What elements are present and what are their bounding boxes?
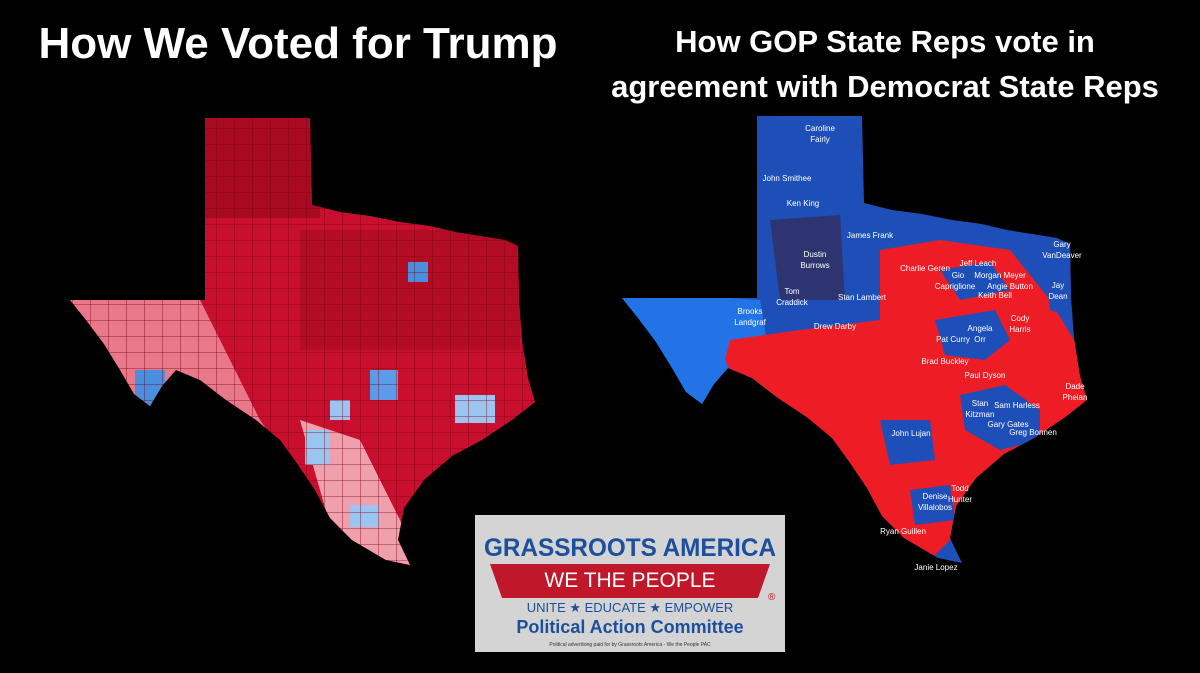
logo-tagline: UNITE ★ EDUCATE ★ EMPOWER [527, 600, 734, 615]
rep-label: Gary [1053, 240, 1070, 249]
rep-label: Dade [1065, 382, 1085, 391]
rep-label: Stan [972, 399, 988, 408]
logo: GRASSROOTS AMERICA WE THE PEOPLE UNITE ★… [475, 515, 785, 652]
rep-label: Craddick [776, 298, 809, 307]
rep-label: Tom [784, 287, 799, 296]
right-title: How GOP State Reps vote in [675, 24, 1095, 59]
rep-label: Brooks [738, 307, 763, 316]
left-title: How We Voted for Trump [38, 19, 557, 68]
rep-label: Angie Button [987, 282, 1033, 291]
rep-label: Dean [1048, 292, 1067, 301]
rep-label: Harris [1009, 325, 1030, 334]
rep-label: Phelan [1063, 393, 1088, 402]
rep-label: Capriglione [935, 282, 976, 291]
rep-label: Pat Curry [936, 335, 970, 344]
rep-label: Gio [952, 271, 965, 280]
rep-label: Burrows [800, 261, 829, 270]
rep-label: Janie Lopez [914, 563, 957, 572]
rep-label: John Smithee [763, 174, 812, 183]
logo-name: GRASSROOTS AMERICA [484, 534, 776, 562]
rep-label: Orr [974, 335, 986, 344]
rep-labels: Caroline Fairly John Smithee Ken King James … [734, 124, 1087, 572]
rep-label: Angela [968, 324, 993, 333]
rep-label: Keith Bell [978, 291, 1012, 300]
rep-label: Fairly [810, 135, 830, 144]
logo-committee: Political Action Committee [516, 617, 743, 637]
rep-label: Todd [951, 484, 968, 493]
rep-label: Drew Darby [814, 322, 856, 331]
rep-label: Landgraf [734, 318, 766, 327]
rep-label: Ryan Guillen [880, 527, 926, 536]
rep-label: Caroline [805, 124, 835, 133]
rep-label: Ken King [787, 199, 819, 208]
rep-label: Hunter [948, 495, 972, 504]
rep-label: Charlie Geren [900, 264, 950, 273]
rep-label: Dustin [804, 250, 827, 259]
rep-label: VanDeaver [1042, 251, 1082, 260]
logo-registered: ® [768, 592, 776, 603]
rep-label: Cody [1011, 314, 1030, 323]
rep-label: Stan Lambert [838, 293, 887, 302]
rep-label: Brad Buckley [921, 357, 968, 366]
rep-label: James Frank [847, 231, 894, 240]
rep-label: Kitzman [966, 410, 995, 419]
right-title: agreement with Democrat State Reps [611, 69, 1159, 104]
rep-label: Paul Dyson [965, 371, 1006, 380]
logo-disclaimer: Political advertising paid for by Grassr… [549, 642, 711, 648]
rep-label: Villalobos [918, 503, 952, 512]
rep-label: Denise [923, 492, 948, 501]
rep-label: Greg Bonnen [1009, 428, 1057, 437]
logo-banner-shape [490, 564, 770, 598]
rep-label: Morgan Meyer [974, 271, 1026, 280]
rep-label: Jay [1052, 281, 1064, 290]
logo-banner: WE THE PEOPLE [544, 569, 715, 592]
rep-label: John Lujan [891, 429, 930, 438]
rep-label: Gary Gates [988, 420, 1029, 429]
rep-label: Sam Harless [994, 401, 1040, 410]
rep-label: Jeff Leach [960, 259, 997, 268]
